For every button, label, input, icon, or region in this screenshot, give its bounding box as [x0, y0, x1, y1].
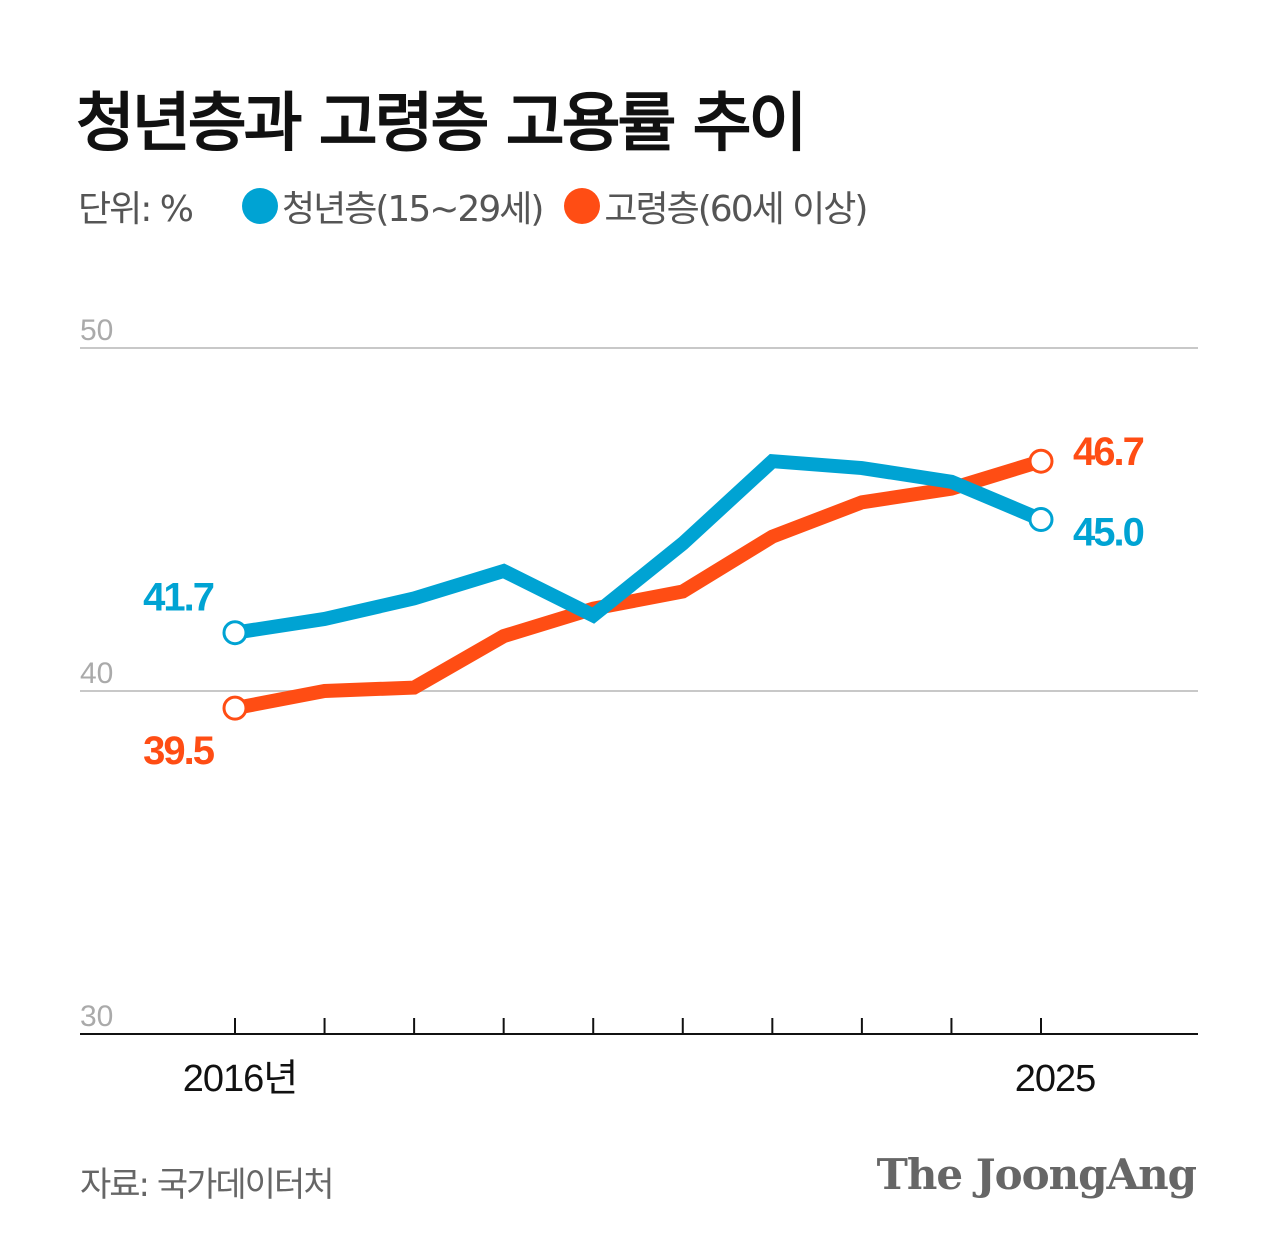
y-tick-label: 30	[80, 1000, 113, 1033]
legend: 단위: % 청년층(15~29세) 고령층(60세 이상)	[78, 180, 868, 232]
data-label: 39.5	[143, 729, 215, 773]
series-line	[233, 453, 1044, 640]
data-label: 46.7	[1073, 430, 1144, 474]
x-tick-label: 2016년	[183, 1058, 298, 1100]
data-point	[222, 695, 248, 721]
legend-item-youth: 청년층(15~29세)	[242, 180, 544, 232]
x-tick-label: 2025	[1015, 1058, 1096, 1100]
legend-item-elderly: 고령층(60세 이상)	[564, 180, 868, 232]
unit-label: 단위: %	[78, 189, 194, 230]
source-note: 자료: 국가데이터처	[80, 1165, 335, 1205]
chart-title: 청년층과 고령층 고용률 추이	[76, 87, 807, 161]
data-label: 41.7	[143, 576, 214, 620]
logo: The JoongAng	[876, 1150, 1197, 1199]
legend-label-elderly: 고령층(60세 이상)	[604, 189, 868, 230]
y-tick-label: 50	[80, 314, 113, 347]
legend-label-youth: 청년층(15~29세)	[282, 189, 544, 230]
data-point	[1028, 448, 1054, 474]
data-label: 45.0	[1073, 511, 1144, 555]
series-line	[233, 454, 1044, 716]
y-tick-label: 40	[80, 657, 113, 690]
legend-dot-youth	[242, 188, 279, 224]
data-point	[222, 620, 248, 646]
legend-dot-elderly	[564, 188, 601, 224]
data-point	[1028, 507, 1054, 532]
